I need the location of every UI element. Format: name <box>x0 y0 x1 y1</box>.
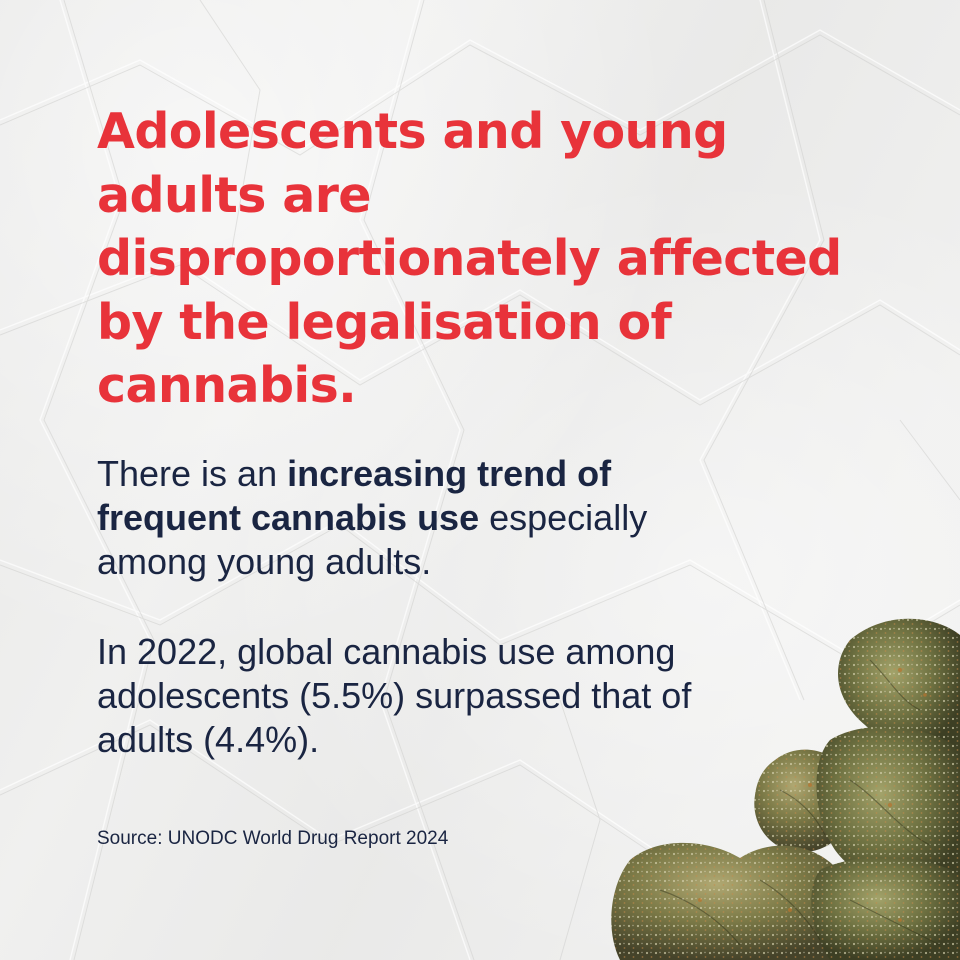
paragraph-line: adolescents (5.5%) surpassed that of <box>97 675 692 716</box>
cannabis-buds-image <box>611 618 960 960</box>
source-citation: Source: UNODC World Drug Report 2024 <box>97 828 449 849</box>
paragraph-text: There is an <box>97 453 288 494</box>
emphasis-text: frequent cannabis use <box>97 497 480 538</box>
trend-paragraph: There is an increasing trend of frequent… <box>97 452 647 584</box>
headline-line: by the legalisation of <box>97 293 672 351</box>
headline-line: adults are <box>97 166 372 224</box>
paragraph-line: frequent cannabis use especially <box>97 496 647 540</box>
headline: Adolescents and young adults are disprop… <box>97 100 897 418</box>
headline-line: cannabis. <box>97 357 357 414</box>
statistic-paragraph: In 2022, global cannabis use among adole… <box>97 630 691 762</box>
paragraph-line: In 2022, global cannabis use among <box>97 631 676 672</box>
paragraph-line: adults (4.4%). <box>97 719 320 760</box>
paragraph-text: especially <box>479 497 648 538</box>
headline-line: Adolescents and young <box>97 103 728 160</box>
paragraph-line: There is an increasing trend of <box>97 452 647 496</box>
paragraph-line: among young adults. <box>97 541 432 582</box>
emphasis-text: increasing trend of <box>287 453 612 494</box>
headline-line: disproportionately affected <box>97 230 842 287</box>
